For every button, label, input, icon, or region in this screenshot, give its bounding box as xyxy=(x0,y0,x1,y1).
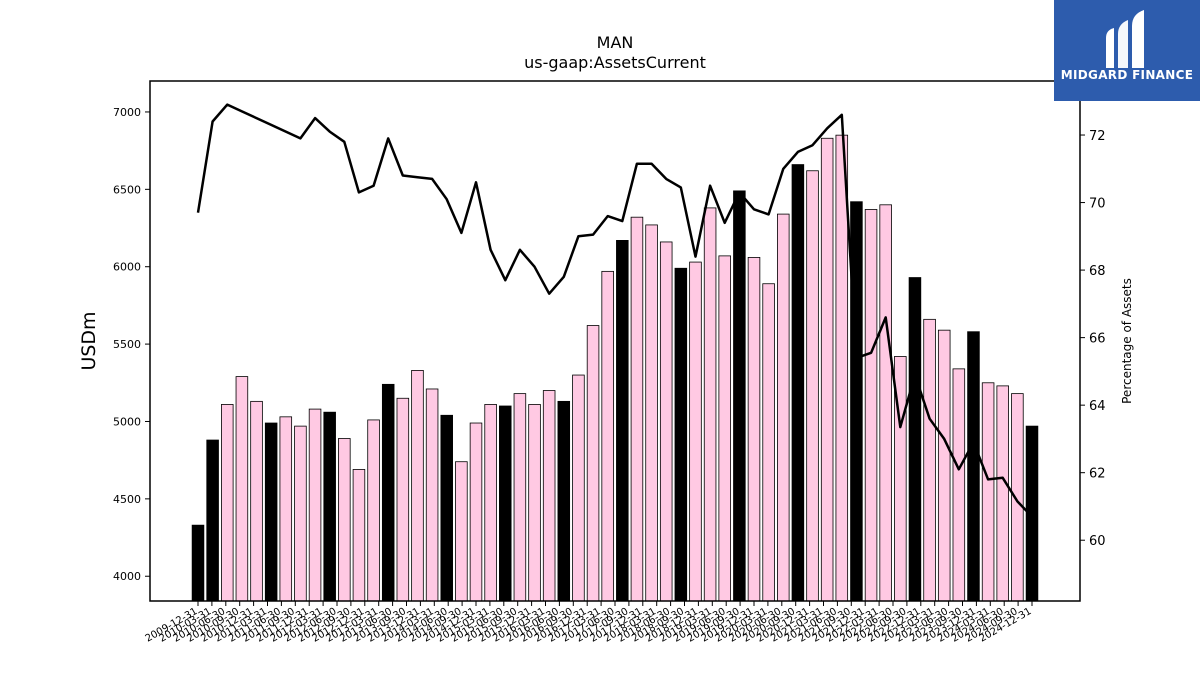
bar xyxy=(1011,393,1024,602)
bar xyxy=(981,382,995,602)
bar xyxy=(703,207,717,602)
line-group xyxy=(196,103,1033,518)
y-tick-label: 7000 xyxy=(113,106,141,119)
brand-logo: MIDGARD FINANCE xyxy=(1054,0,1200,101)
y-tick-label: 5000 xyxy=(113,415,141,428)
bar xyxy=(499,405,512,602)
y2-axis-label: Percentage of Assets xyxy=(1120,278,1134,404)
y2-tick-label: 62 xyxy=(1089,467,1106,482)
y-tick-label: 6500 xyxy=(113,183,141,196)
bar xyxy=(264,422,278,602)
bar xyxy=(689,261,702,602)
bar xyxy=(850,201,863,602)
bar xyxy=(191,524,205,602)
bar xyxy=(221,404,234,602)
y-tick-label: 5500 xyxy=(113,338,141,351)
bar xyxy=(601,270,614,602)
y2-tick-label: 60 xyxy=(1089,534,1106,549)
bar xyxy=(937,329,951,602)
bar xyxy=(557,400,571,602)
bar xyxy=(425,388,439,602)
bar xyxy=(279,416,293,602)
bar xyxy=(616,240,629,602)
bar xyxy=(820,137,834,602)
bar xyxy=(338,438,351,602)
bar xyxy=(879,204,892,602)
bar xyxy=(996,385,1009,602)
bar xyxy=(747,257,761,602)
y-axis-right: 60 62 64 66 68 70 72 xyxy=(1080,129,1106,549)
bar xyxy=(367,419,380,602)
bars-group xyxy=(191,134,1039,602)
bar xyxy=(235,376,249,602)
bar xyxy=(484,404,497,602)
bar xyxy=(645,224,658,602)
bar xyxy=(528,404,541,602)
bar xyxy=(381,383,395,602)
series-line xyxy=(196,103,1033,518)
bar xyxy=(542,390,556,602)
y-axis-left: 4000 4500 5000 5500 6000 6500 7000 xyxy=(113,106,150,583)
y2-tick-label: 64 xyxy=(1089,399,1106,414)
bar xyxy=(762,283,775,602)
bar xyxy=(206,439,219,602)
bar xyxy=(733,190,746,602)
bar xyxy=(659,241,673,602)
bar xyxy=(396,397,410,602)
bar xyxy=(323,411,336,602)
y2-tick-label: 66 xyxy=(1089,332,1106,347)
bar xyxy=(806,170,819,602)
y2-tick-label: 70 xyxy=(1089,197,1106,212)
bar xyxy=(455,461,468,602)
bar xyxy=(674,267,688,602)
bar xyxy=(864,209,878,602)
chart-subtitle: us-gaap:AssetsCurrent xyxy=(524,53,706,72)
bar xyxy=(908,277,922,602)
y-tick-label: 4000 xyxy=(113,570,141,583)
chart-title: MAN xyxy=(597,33,634,52)
bar xyxy=(308,408,322,602)
bar xyxy=(777,213,790,602)
y-tick-label: 4500 xyxy=(113,493,141,506)
bar xyxy=(513,393,527,602)
bar xyxy=(440,414,453,602)
y-axis-label: USDm xyxy=(78,311,100,370)
x-axis: 2009-12-312010-03-312010-06-302010-09-30… xyxy=(144,601,1034,645)
bar xyxy=(352,469,366,602)
bar xyxy=(835,134,849,602)
bar xyxy=(469,422,483,602)
bar xyxy=(411,370,424,602)
bar xyxy=(952,368,966,602)
y2-tick-label: 72 xyxy=(1089,129,1106,144)
bar xyxy=(630,216,644,602)
y-tick-label: 6000 xyxy=(113,261,141,274)
logo-mark-icon xyxy=(1106,10,1144,68)
bar xyxy=(586,325,600,602)
bar xyxy=(572,374,585,602)
bar xyxy=(718,255,731,602)
bar xyxy=(923,318,936,602)
bar xyxy=(967,331,980,602)
bar xyxy=(250,400,263,602)
y2-tick-label: 68 xyxy=(1089,264,1106,279)
bar xyxy=(294,425,307,602)
logo-text: MIDGARD FINANCE xyxy=(1060,68,1194,82)
bar xyxy=(791,164,805,602)
